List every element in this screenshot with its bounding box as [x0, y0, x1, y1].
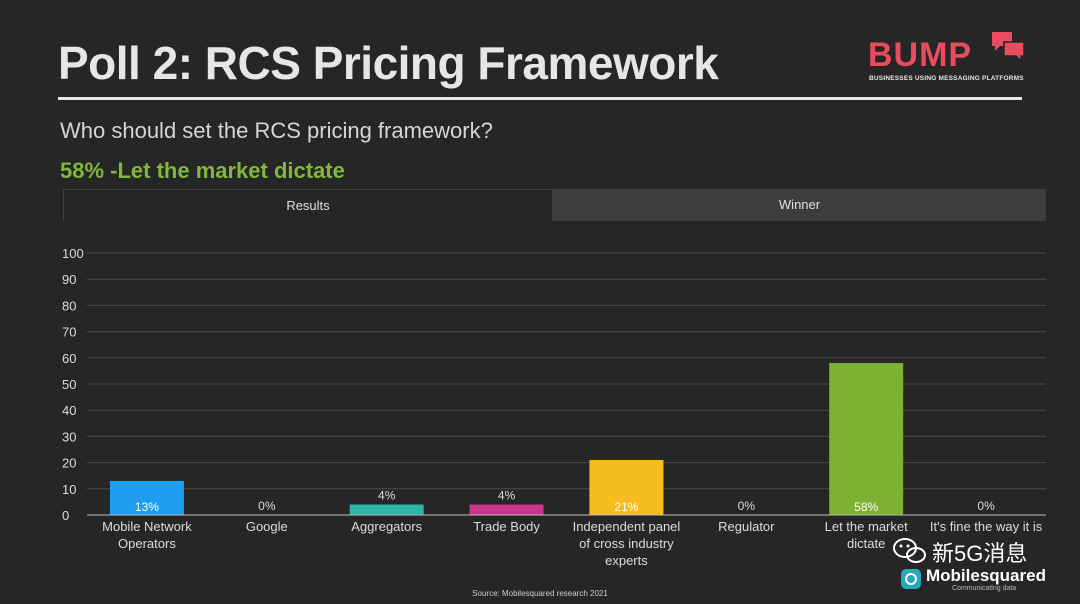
bump-logo: BUMP BUSINESSES USING MESSAGING PLATFORM… [868, 30, 1028, 88]
data-label: 4% [498, 489, 516, 503]
chat-bubbles-icon [992, 32, 1025, 63]
x-tick-label: Trade Body [473, 519, 540, 534]
bar [109, 480, 184, 515]
tab-results[interactable]: Results [63, 189, 553, 221]
logo-tagline: BUSINESSES USING MESSAGING PLATFORMS [869, 75, 1024, 82]
y-tick-label: 30 [62, 429, 76, 444]
y-tick-label: 0 [62, 508, 69, 523]
data-label: 0% [977, 499, 995, 513]
data-label: 0% [738, 499, 756, 513]
y-tick-label: 10 [62, 482, 76, 497]
source-note: Source: Mobilesquared research 2021 [472, 589, 608, 598]
bar [829, 363, 904, 515]
x-tick-label: It's fine the way it is [930, 519, 1043, 534]
y-tick-label: 50 [62, 377, 76, 392]
watermark-text: 新5G消息 [932, 541, 1028, 566]
x-tick-label: Regulator [718, 519, 775, 534]
view-tabs: Results Winner [63, 189, 1046, 221]
x-tick-label: Independent panel of cross industry expert… [573, 519, 681, 568]
y-tick-label: 20 [62, 456, 76, 471]
y-tick-label: 70 [62, 325, 76, 340]
data-label: 4% [378, 489, 396, 503]
y-tick-label: 40 [62, 403, 76, 418]
bar [589, 459, 664, 515]
title-divider [58, 97, 1022, 100]
x-tick-label: Mobile Network Operators [102, 519, 192, 551]
watermark: 新5G消息 Mobilesquared Communicating data [890, 536, 1070, 596]
data-label: 21% [614, 500, 638, 514]
x-tick-label: Aggregators [351, 519, 422, 534]
bar [469, 504, 544, 515]
logo-wordmark: BUMP [868, 36, 973, 74]
wechat-icon [893, 538, 926, 563]
y-tick-label: 80 [62, 298, 76, 313]
data-label: 0% [258, 499, 276, 513]
poll-result: 58% -Let the market dictate [60, 158, 345, 183]
slide-title: Poll 2: RCS Pricing Framework [58, 37, 719, 89]
data-label: 58% [854, 500, 878, 514]
tab-winner[interactable]: Winner [553, 189, 1046, 221]
y-tick-label: 100 [62, 246, 84, 261]
watermark-brand: Mobilesquared [926, 566, 1046, 585]
x-tick-label: Google [246, 519, 288, 534]
watermark-tagline: Communicating data [952, 585, 1017, 592]
y-tick-label: 90 [62, 272, 76, 287]
mobilesquared-logo-icon [901, 569, 921, 589]
bar [349, 504, 424, 515]
poll-question: Who should set the RCS pricing framework… [60, 118, 493, 143]
x-tick-label: Let the market dictate [825, 519, 908, 551]
data-label: 13% [135, 500, 159, 514]
y-tick-label: 60 [62, 351, 76, 366]
